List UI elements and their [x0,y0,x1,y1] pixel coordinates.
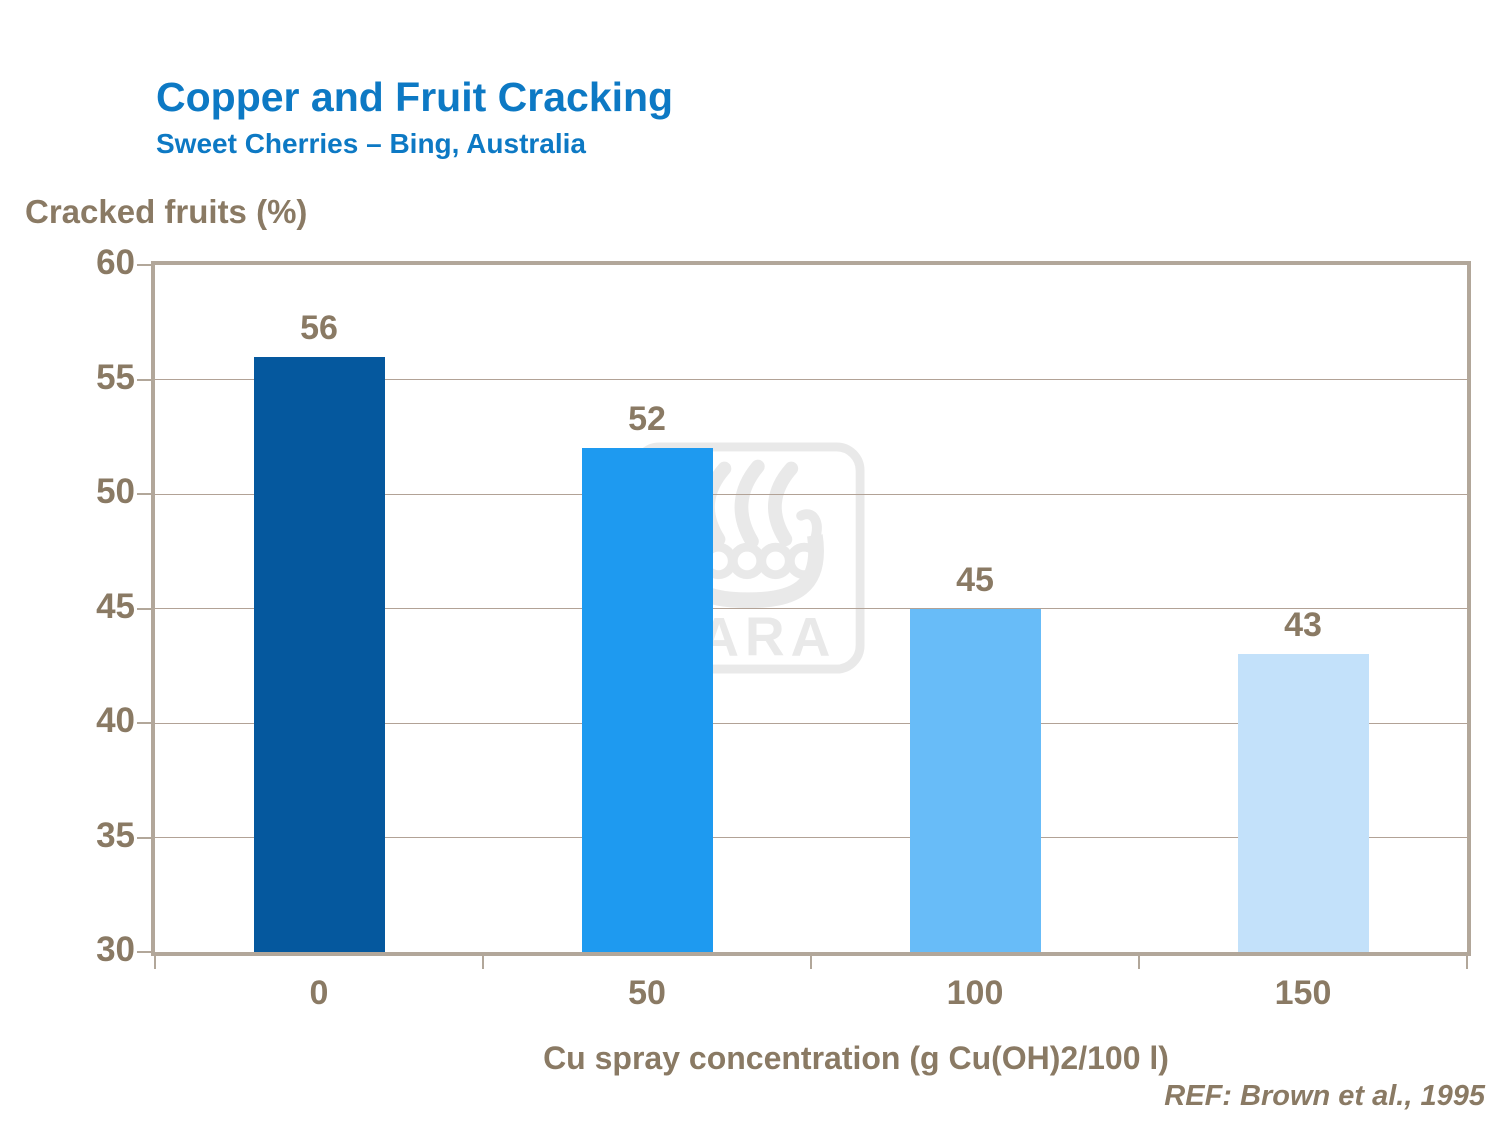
bar-value-label: 45 [956,560,994,599]
chart-title: Copper and Fruit Cracking [156,74,674,120]
y-tick-mark [137,493,152,495]
y-tick-mark [137,378,152,381]
x-tick-mark [1138,956,1140,969]
x-tick-label: 150 [1274,974,1332,1012]
gridline [155,837,1467,838]
y-tick-label: 35 [96,815,135,855]
bar-value-label: 56 [300,308,338,347]
y-tick-mark [137,722,152,724]
gridline [155,608,1467,609]
bar [581,448,713,952]
x-tick-label: 0 [309,974,329,1012]
y-tick-label: 30 [96,930,135,969]
gridline [155,493,1467,495]
bar [1237,654,1369,952]
y-tick-label: 55 [96,357,135,397]
y-tick-mark [137,836,152,839]
x-tick-mark [482,956,484,969]
x-axis-title: Cu spray concentration (g Cu(OH)2/100 l) [543,1040,1169,1076]
bar-value-label: 52 [628,400,666,439]
y-tick-label: 50 [96,472,135,511]
reference-note: REF: Brown et al., 1995 [1164,1080,1485,1112]
y-tick-label: 40 [96,701,135,740]
y-axis-title: Cracked fruits (%) [25,193,308,230]
gridline [155,379,1467,380]
x-tick-label: 100 [946,974,1004,1012]
x-tick-label: 50 [628,974,666,1012]
x-tick-mark [1466,956,1468,969]
y-tick-mark [137,264,152,266]
plot-area: 56 52 45 43 [137,264,1468,969]
y-tick-label: 60 [96,243,135,282]
y-tick-mark [137,951,152,953]
chart-subtitle: Sweet Cherries – Bing, Australia [156,128,586,159]
y-tick-label: 45 [96,586,135,626]
x-tick-mark [810,956,812,969]
y-tick-mark [137,607,152,610]
bar-value-label: 43 [1284,606,1322,645]
gridline [155,722,1467,724]
x-tick-mark [154,956,156,969]
bar [909,608,1041,952]
bar [253,356,385,952]
